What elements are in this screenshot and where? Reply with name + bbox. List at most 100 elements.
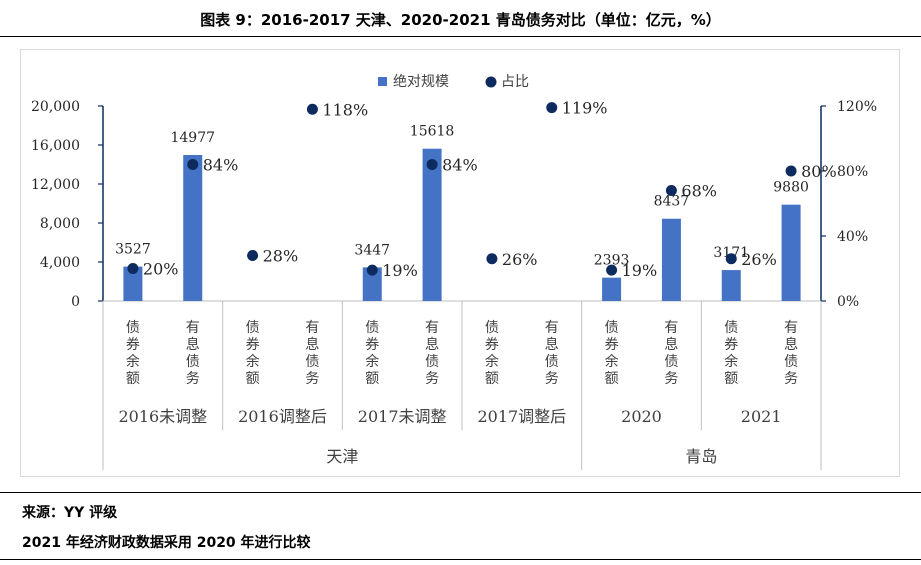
bar [602,277,622,301]
bar-value-label: 15618 [410,124,455,140]
category-label-char: 息 [664,336,678,353]
category-label-char: 有 [784,320,798,336]
category-label-char: 余 [246,353,260,370]
right-axis-tick-label: 0% [837,294,859,310]
category-label-char: 额 [724,371,738,387]
category-label-char: 余 [485,353,499,370]
title-bar: 图表 9：2016-2017 天津、2020-2021 青岛债务对比（单位：亿元… [0,0,921,37]
category-label-char: 息 [305,336,319,353]
region-label: 天津 [326,447,358,466]
bar [422,148,442,301]
share-value-label: 26% [502,250,538,269]
share-dot [606,264,618,276]
category-label-char: 额 [605,371,619,387]
share-dot [486,253,498,265]
share-dot [306,103,318,115]
category-label-char: 债 [784,354,798,370]
right-axis-tick-label: 120% [837,99,877,115]
share-value-label: 26% [741,250,777,269]
data-note: 2021 年经济财政数据采用 2020 年进行比较 [22,535,311,551]
left-axis-tick-label: 8,000 [40,216,80,232]
category-label-char: 债 [126,320,140,336]
legend-bar-swatch [378,77,387,86]
left-axis-tick-label: 16,000 [31,138,80,154]
category-label-char: 余 [126,353,140,370]
right-axis-tick-label: 80% [837,164,868,180]
category-label-char: 额 [485,371,499,387]
chart-container: 绝对规模 占比 0 4,000 8,000 12,000 16,000 20,000 0% 40%… [20,49,900,477]
left-axis-tick-label: 12,000 [31,177,80,193]
bar-value-label: 2393 [594,253,630,269]
share-value-label: 19% [622,261,658,280]
category-label-char: 务 [305,371,319,387]
share-dot [127,263,139,274]
share-dot [366,264,378,276]
category-label-char: 债 [365,320,379,336]
category-label-char: 券 [126,337,140,353]
combo-chart: 绝对规模 占比 0 4,000 8,000 12,000 16,000 20,000 0% 40%… [31,74,877,470]
left-axis-tick-label: 0 [71,294,80,310]
bar-value-label: 3447 [354,242,390,258]
share-value-label: 28% [263,247,299,266]
category-label-char: 务 [545,371,559,387]
category-label-char: 有 [545,320,559,336]
share-dot [665,185,677,196]
footer-rule-top [0,492,921,493]
category-label-char: 有 [186,320,200,336]
category-label-char: 务 [784,371,798,387]
category-label-char: 债 [605,320,619,336]
bar-value-label: 8437 [654,194,690,210]
category-label-char: 务 [186,371,200,387]
category-label-char: 债 [664,354,678,370]
category-label-char: 债 [485,320,499,336]
source-note: 来源：YY 评级 [22,505,118,521]
bar [183,154,203,301]
legend-dot-swatch [485,76,497,88]
bar [362,267,382,301]
bar-value-label: 3171 [713,245,749,261]
share-dot [546,102,558,114]
bar [123,266,143,301]
category-label-char: 余 [605,353,619,370]
period-label: 2017未调整 [358,407,447,426]
category-label-char: 有 [305,320,319,336]
category-label-char: 额 [365,371,379,387]
category-label-char: 债 [545,354,559,370]
legend-bar-label: 绝对规模 [393,74,449,90]
period-label: 2017调整后 [477,407,566,426]
bar-value-label: 9880 [773,180,809,196]
bar [781,204,801,301]
share-dot [785,165,797,177]
category-label-char: 债 [186,354,200,370]
category-label-char: 余 [724,353,738,370]
category-label-char: 券 [485,337,499,353]
bar [721,270,741,301]
category-label-char: 有 [425,320,439,336]
category-label-char: 券 [246,337,260,353]
category-label-char: 券 [365,337,379,353]
share-value-label: 84% [203,156,239,175]
period-label: 2020 [621,407,662,426]
category-label-char: 债 [724,320,738,336]
legend-dot-label: 占比 [501,74,529,90]
category-label-char: 额 [126,371,140,387]
category-label-char: 券 [605,337,619,353]
category-label-char: 务 [664,371,678,387]
category-label-char: 息 [784,336,798,353]
category-label-char: 余 [365,353,379,370]
share-value-label: 119% [562,99,608,118]
share-dot [426,159,438,170]
share-value-label: 80% [801,162,837,181]
bar-value-label: 3527 [115,242,151,258]
category-label-char: 息 [186,336,200,353]
category-label-char: 债 [425,354,439,370]
share-value-label: 84% [442,156,478,175]
period-label: 2016未调整 [118,407,207,426]
category-label-char: 有 [664,320,678,336]
share-dot [187,159,199,170]
category-label-char: 债 [305,354,319,370]
bar [661,218,681,301]
left-axis-tick-label: 4,000 [40,255,80,271]
share-value-label: 118% [322,100,368,119]
category-label-char: 券 [724,337,738,353]
